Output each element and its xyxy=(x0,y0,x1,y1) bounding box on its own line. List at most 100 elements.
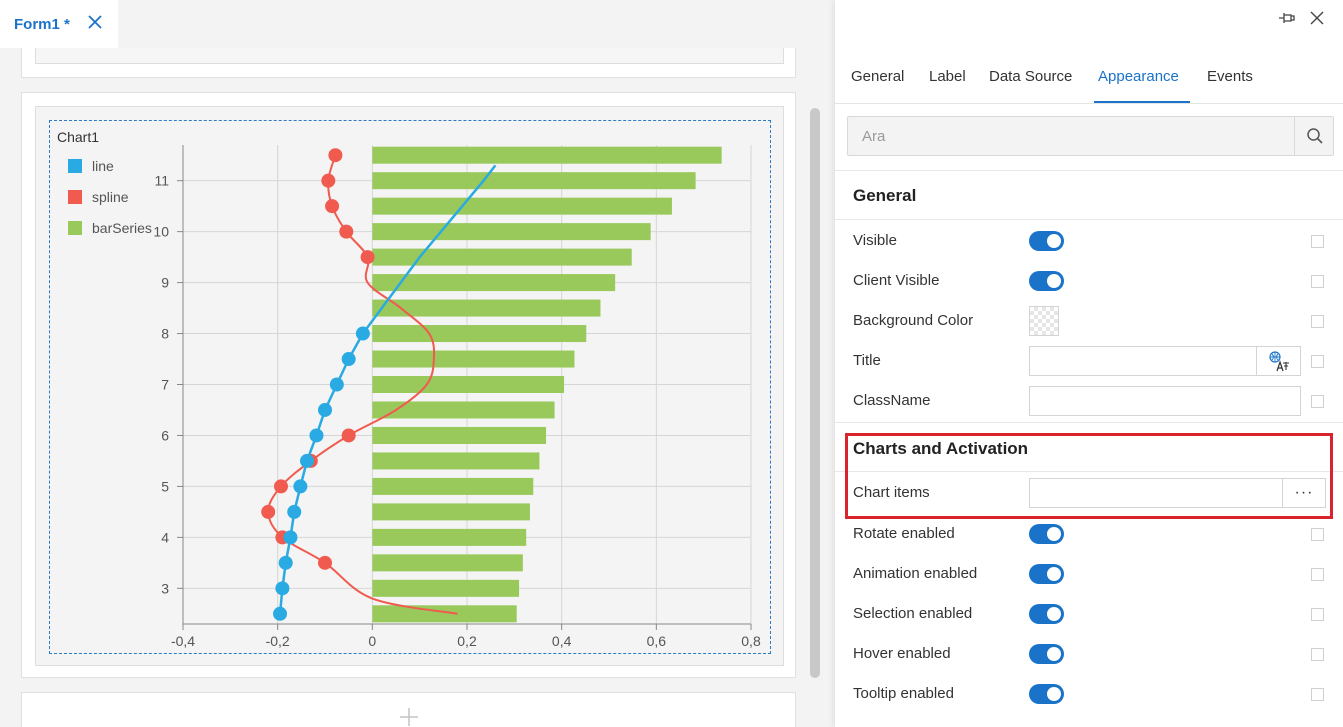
hover-checkbox[interactable] xyxy=(1311,648,1324,661)
line-point xyxy=(283,530,298,545)
spline-point xyxy=(273,479,288,494)
line-point xyxy=(355,326,370,341)
legend-label: line xyxy=(92,158,114,174)
canvas-scrollbar[interactable] xyxy=(810,108,820,678)
y-tick-label: 10 xyxy=(153,224,169,240)
prop-label: Chart items xyxy=(853,484,930,501)
close-icon[interactable] xyxy=(86,13,104,31)
bar xyxy=(372,477,534,495)
selection-checkbox[interactable] xyxy=(1311,608,1324,621)
tab-events[interactable]: Events xyxy=(1207,68,1253,85)
background-color-picker[interactable] xyxy=(1029,306,1059,336)
tab-general[interactable]: General xyxy=(851,68,905,85)
properties-tabs: General Label Data Source Appearance Eve… xyxy=(835,56,1343,104)
close-icon[interactable] xyxy=(1309,10,1325,26)
bar-series xyxy=(372,146,722,623)
chart-selection-frame: Chart1 -0,4 -0,2 0 0,2 0,4 0,6 0,8 3 4 5 6 7 8 9 10 11 … xyxy=(49,120,771,654)
prop-label: Title xyxy=(853,352,881,369)
classname-checkbox[interactable] xyxy=(1311,395,1324,408)
prop-label: Animation enabled xyxy=(853,565,978,582)
bar xyxy=(372,197,672,215)
prop-selection-enabled: Selection enabled xyxy=(835,594,1343,634)
plus-icon[interactable] xyxy=(398,706,420,727)
y-tick-label: 9 xyxy=(161,275,169,291)
line-point xyxy=(275,581,290,596)
spline-point xyxy=(341,428,356,443)
prop-chart-items: Chart items ··· xyxy=(835,473,1343,513)
y-tick-label: 5 xyxy=(161,478,169,494)
legend-label: spline xyxy=(92,189,129,205)
bar xyxy=(372,528,527,546)
bar xyxy=(372,605,517,623)
tab-form1-label: Form1 * xyxy=(14,15,70,33)
bar xyxy=(372,554,523,572)
bar xyxy=(372,223,651,241)
y-tick-label: 3 xyxy=(161,580,169,596)
tab-data-source[interactable]: Data Source xyxy=(989,68,1073,85)
line-point xyxy=(287,504,302,519)
prop-animation-enabled: Animation enabled xyxy=(835,554,1343,594)
spline-point xyxy=(261,504,276,519)
spline-point xyxy=(339,224,354,239)
prop-label: Hover enabled xyxy=(853,645,951,662)
rotate-toggle[interactable] xyxy=(1029,524,1064,544)
animation-toggle[interactable] xyxy=(1029,564,1064,584)
title-field[interactable] xyxy=(1029,346,1301,376)
bar xyxy=(372,274,616,292)
section-charts-activation[interactable]: Charts and Activation xyxy=(835,422,1343,472)
chart-plot: -0,4 -0,2 0 0,2 0,4 0,6 0,8 3 4 5 6 7 8 9 10 11 line spl… xyxy=(68,145,761,649)
line-point xyxy=(309,428,324,443)
prop-title: Title xyxy=(835,341,1343,381)
background-color-checkbox[interactable] xyxy=(1311,315,1324,328)
tooltip-toggle[interactable] xyxy=(1029,684,1064,704)
x-tick-label: -0,4 xyxy=(171,633,195,649)
prop-label: ClassName xyxy=(853,392,931,409)
tab-appearance[interactable]: Appearance xyxy=(1098,68,1179,85)
y-tick-label: 4 xyxy=(161,529,169,545)
form-row-top xyxy=(21,48,796,78)
pin-icon[interactable] xyxy=(1278,10,1296,26)
y-tick-label: 11 xyxy=(154,173,169,189)
visible-toggle[interactable] xyxy=(1029,231,1064,251)
client-visible-checkbox[interactable] xyxy=(1311,275,1324,288)
bar xyxy=(372,579,520,597)
tab-form1[interactable]: Form1 * xyxy=(0,0,118,48)
chart-component[interactable]: Chart1 -0,4 -0,2 0 0,2 0,4 0,6 0,8 3 4 5 6 7 8 9 10 11 … xyxy=(35,106,784,666)
section-general[interactable]: General xyxy=(835,170,1343,220)
translate-button[interactable] xyxy=(1256,347,1300,375)
designer-canvas: Chart1 -0,4 -0,2 0 0,2 0,4 0,6 0,8 3 4 5 6 7 8 9 10 11 … xyxy=(0,48,835,727)
client-visible-toggle[interactable] xyxy=(1029,271,1064,291)
form-row-top-cell[interactable] xyxy=(35,48,784,64)
search-icon xyxy=(1306,128,1323,144)
section-title: Charts and Activation xyxy=(853,439,1029,458)
selection-toggle[interactable] xyxy=(1029,604,1064,624)
prop-hover-enabled: Hover enabled xyxy=(835,634,1343,674)
classname-field[interactable] xyxy=(1029,386,1301,416)
chart-items-field[interactable] xyxy=(1029,478,1326,508)
visible-checkbox[interactable] xyxy=(1311,235,1324,248)
translate-icon xyxy=(1268,351,1289,372)
legend-swatch xyxy=(68,221,82,235)
x-tick-label: 0,6 xyxy=(647,633,667,649)
bar xyxy=(372,172,696,190)
spline-point xyxy=(318,555,332,570)
prop-rotate-enabled: Rotate enabled xyxy=(835,514,1343,554)
chart-legend: line spline barSeries xyxy=(68,158,152,236)
chart-axes xyxy=(177,145,752,630)
animation-checkbox[interactable] xyxy=(1311,568,1324,581)
chart-title: Chart1 xyxy=(57,129,100,145)
chart-items-more-button[interactable]: ··· xyxy=(1282,479,1325,507)
hover-toggle[interactable] xyxy=(1029,644,1064,664)
tooltip-checkbox[interactable] xyxy=(1311,688,1324,701)
search-button[interactable] xyxy=(1294,117,1334,155)
bar xyxy=(372,452,540,470)
search-input[interactable] xyxy=(848,117,1294,155)
rotate-checkbox[interactable] xyxy=(1311,528,1324,541)
title-checkbox[interactable] xyxy=(1311,355,1324,368)
y-tick-label: 6 xyxy=(161,427,169,443)
form-row-add xyxy=(21,692,796,727)
tab-label[interactable]: Label xyxy=(929,68,966,85)
spline-point xyxy=(325,199,340,214)
prop-visible: Visible xyxy=(835,221,1343,261)
